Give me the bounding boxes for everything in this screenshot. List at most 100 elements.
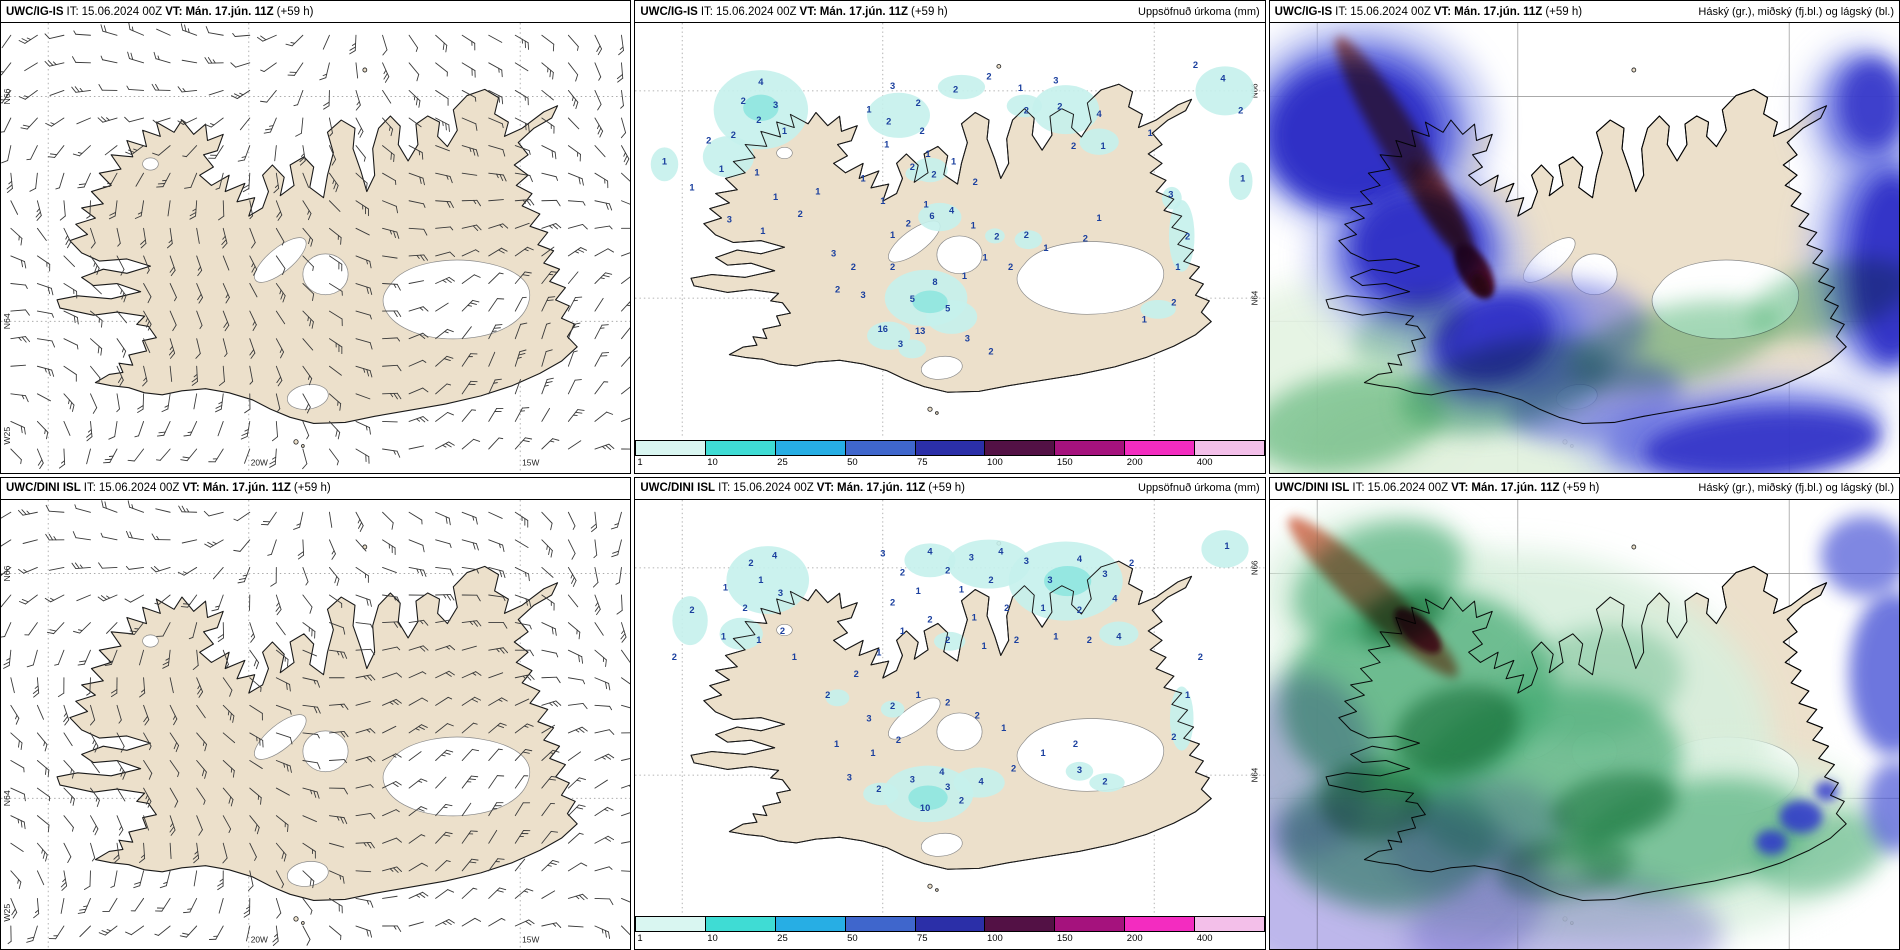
- svg-text:2: 2: [920, 126, 925, 136]
- model-name: UWC/IG-IS: [640, 5, 698, 18]
- svg-text:1: 1: [759, 575, 764, 585]
- svg-text:2: 2: [1129, 558, 1134, 568]
- svg-text:1: 1: [982, 641, 987, 651]
- model-name: UWC/IG-IS: [1274, 5, 1333, 18]
- svg-text:1: 1: [900, 625, 905, 635]
- valid-time: Mán. 17.jún. 11Z: [837, 482, 926, 494]
- init-time: 15.06.2024 00Z: [81, 5, 163, 18]
- colorbar-segment: [915, 917, 986, 931]
- svg-text:5: 5: [945, 303, 950, 313]
- svg-text:2: 2: [1103, 776, 1108, 786]
- svg-text:2: 2: [886, 117, 891, 127]
- svg-text:2: 2: [896, 735, 901, 745]
- svg-text:2: 2: [945, 697, 950, 707]
- svg-text:4: 4: [1221, 74, 1227, 84]
- panel-wind-uwc-dini-isl: UWC/DINI ISL IT: 15.06.2024 00Z VT: Mán. 17.…: [0, 476, 632, 950]
- valid-label: VT:: [799, 5, 817, 18]
- svg-text:2: 2: [953, 85, 958, 95]
- colorbar-segment: [915, 440, 986, 455]
- svg-text:2: 2: [1198, 652, 1203, 662]
- panel-header: UWC/IG-IS IT: 15.06.2024 00Z VT: Mán. 17.jún…: [1269, 1, 1899, 23]
- svg-text:3: 3: [898, 339, 903, 349]
- colorbar-tick-label: 10: [707, 456, 718, 468]
- svg-text:1: 1: [792, 652, 797, 662]
- svg-text:2: 2: [877, 784, 882, 794]
- colorbar-segment: [845, 440, 916, 455]
- svg-text:1: 1: [971, 221, 976, 231]
- svg-text:3: 3: [867, 713, 872, 723]
- svg-text:4: 4: [949, 205, 955, 215]
- colorbar-tick-label: 1: [637, 933, 643, 944]
- svg-text:3: 3: [778, 588, 783, 598]
- lead-time: (+59 h): [293, 482, 331, 494]
- svg-text:1: 1: [761, 226, 766, 236]
- colorbar-tick-label: 150: [1056, 456, 1073, 468]
- svg-text:2: 2: [959, 795, 964, 805]
- svg-text:3: 3: [969, 552, 974, 562]
- svg-text:4: 4: [940, 767, 946, 777]
- colorbar-tick-label: 75: [917, 456, 928, 468]
- map-area: W25 20W 15W N66 N64: [1, 499, 631, 949]
- svg-text:2: 2: [1193, 60, 1198, 70]
- svg-text:1: 1: [1044, 243, 1049, 253]
- cloud-map-canvas: [1269, 23, 1899, 473]
- colorbar-tick-label: 50: [847, 933, 858, 944]
- colorbar-tick-label: 400: [1196, 456, 1213, 468]
- precip-map-canvas: N66N642124132121213242123432134324212121…: [635, 499, 1265, 914]
- panel-run-info: UWC/DINI ISL IT: 15.06.2024 00Z VT: Mán. 17.…: [6, 482, 334, 494]
- init-time: 15.06.2024 00Z: [1350, 5, 1431, 18]
- colorbar-segment: [775, 917, 846, 931]
- svg-text:2: 2: [1073, 738, 1078, 748]
- colorbar-segment: [1194, 917, 1264, 931]
- valid-time: Mán. 17.jún. 11Z: [202, 482, 291, 494]
- svg-text:2: 2: [798, 209, 803, 219]
- svg-text:2: 2: [1024, 230, 1029, 240]
- svg-text:1: 1: [721, 631, 726, 641]
- colorbar-segment: [985, 917, 1056, 931]
- svg-text:2: 2: [1087, 635, 1092, 645]
- svg-text:2: 2: [1058, 102, 1063, 112]
- svg-text:3: 3: [890, 81, 895, 91]
- init-time: 15.06.2024 00Z: [715, 5, 797, 18]
- svg-text:1: 1: [890, 230, 895, 240]
- svg-text:3: 3: [1024, 556, 1029, 566]
- panel-variable-title: Háský (gr.), miðský (fj.bl.) og lágský (…: [1698, 5, 1894, 18]
- svg-text:1: 1: [816, 187, 821, 197]
- svg-text:1: 1: [1240, 173, 1245, 183]
- svg-text:2: 2: [1011, 763, 1016, 773]
- svg-text:2: 2: [900, 567, 905, 577]
- svg-text:2: 2: [890, 701, 895, 711]
- svg-text:2: 2: [780, 625, 785, 635]
- svg-text:1: 1: [926, 149, 931, 159]
- panel-precip-uwc-ig-is: UWC/IG-IS IT: 15.06.2024 00Z VT: Mán. 17.jún…: [634, 0, 1266, 474]
- svg-text:4: 4: [772, 550, 778, 560]
- colorbar-labels: 1 10 25 50 75 100 150 200 400: [635, 456, 1264, 469]
- lead-time: (+59 h): [1562, 482, 1600, 494]
- svg-text:15W: 15W: [522, 457, 540, 467]
- valid-label: VT:: [816, 482, 835, 494]
- panel-header: UWC/IG-IS IT: 15.06.2024 00Z VT: Mán. 17.jún…: [635, 1, 1265, 23]
- svg-text:N66: N66: [1251, 560, 1260, 575]
- svg-text:1: 1: [1101, 141, 1106, 151]
- colorbar-segment: [1055, 440, 1126, 455]
- svg-text:2: 2: [989, 347, 994, 357]
- svg-text:W25: W25: [2, 427, 12, 445]
- svg-text:1: 1: [881, 196, 886, 206]
- svg-text:1: 1: [972, 612, 977, 622]
- svg-text:2: 2: [1008, 262, 1013, 272]
- colorbar-tick-label: 25: [777, 456, 788, 468]
- svg-text:8: 8: [933, 277, 938, 287]
- panel-run-info: UWC/IG-IS IT: 15.06.2024 00Z VT: Mán. 17.jún…: [6, 6, 316, 18]
- svg-text:2: 2: [825, 690, 830, 700]
- map-area: N66 N64 1 2 1 4 2 3 2 1 2 1 1 1 3 1 2 1 3 1 2 2 2 1 2 2 1 2 3 2 4 1 1 2 2 4…: [635, 23, 1265, 438]
- svg-text:2: 2: [890, 597, 895, 607]
- panel-clouds-uwc-dini-isl: UWC/DINI ISL IT: 15.06.2024 00Z VT: Mán. 17.…: [1268, 476, 1900, 950]
- colorbar-segment: [1055, 917, 1126, 931]
- svg-text:20W: 20W: [251, 934, 269, 944]
- init-label: IT:: [718, 482, 731, 494]
- svg-text:2: 2: [989, 575, 994, 585]
- svg-text:1: 1: [1018, 83, 1023, 93]
